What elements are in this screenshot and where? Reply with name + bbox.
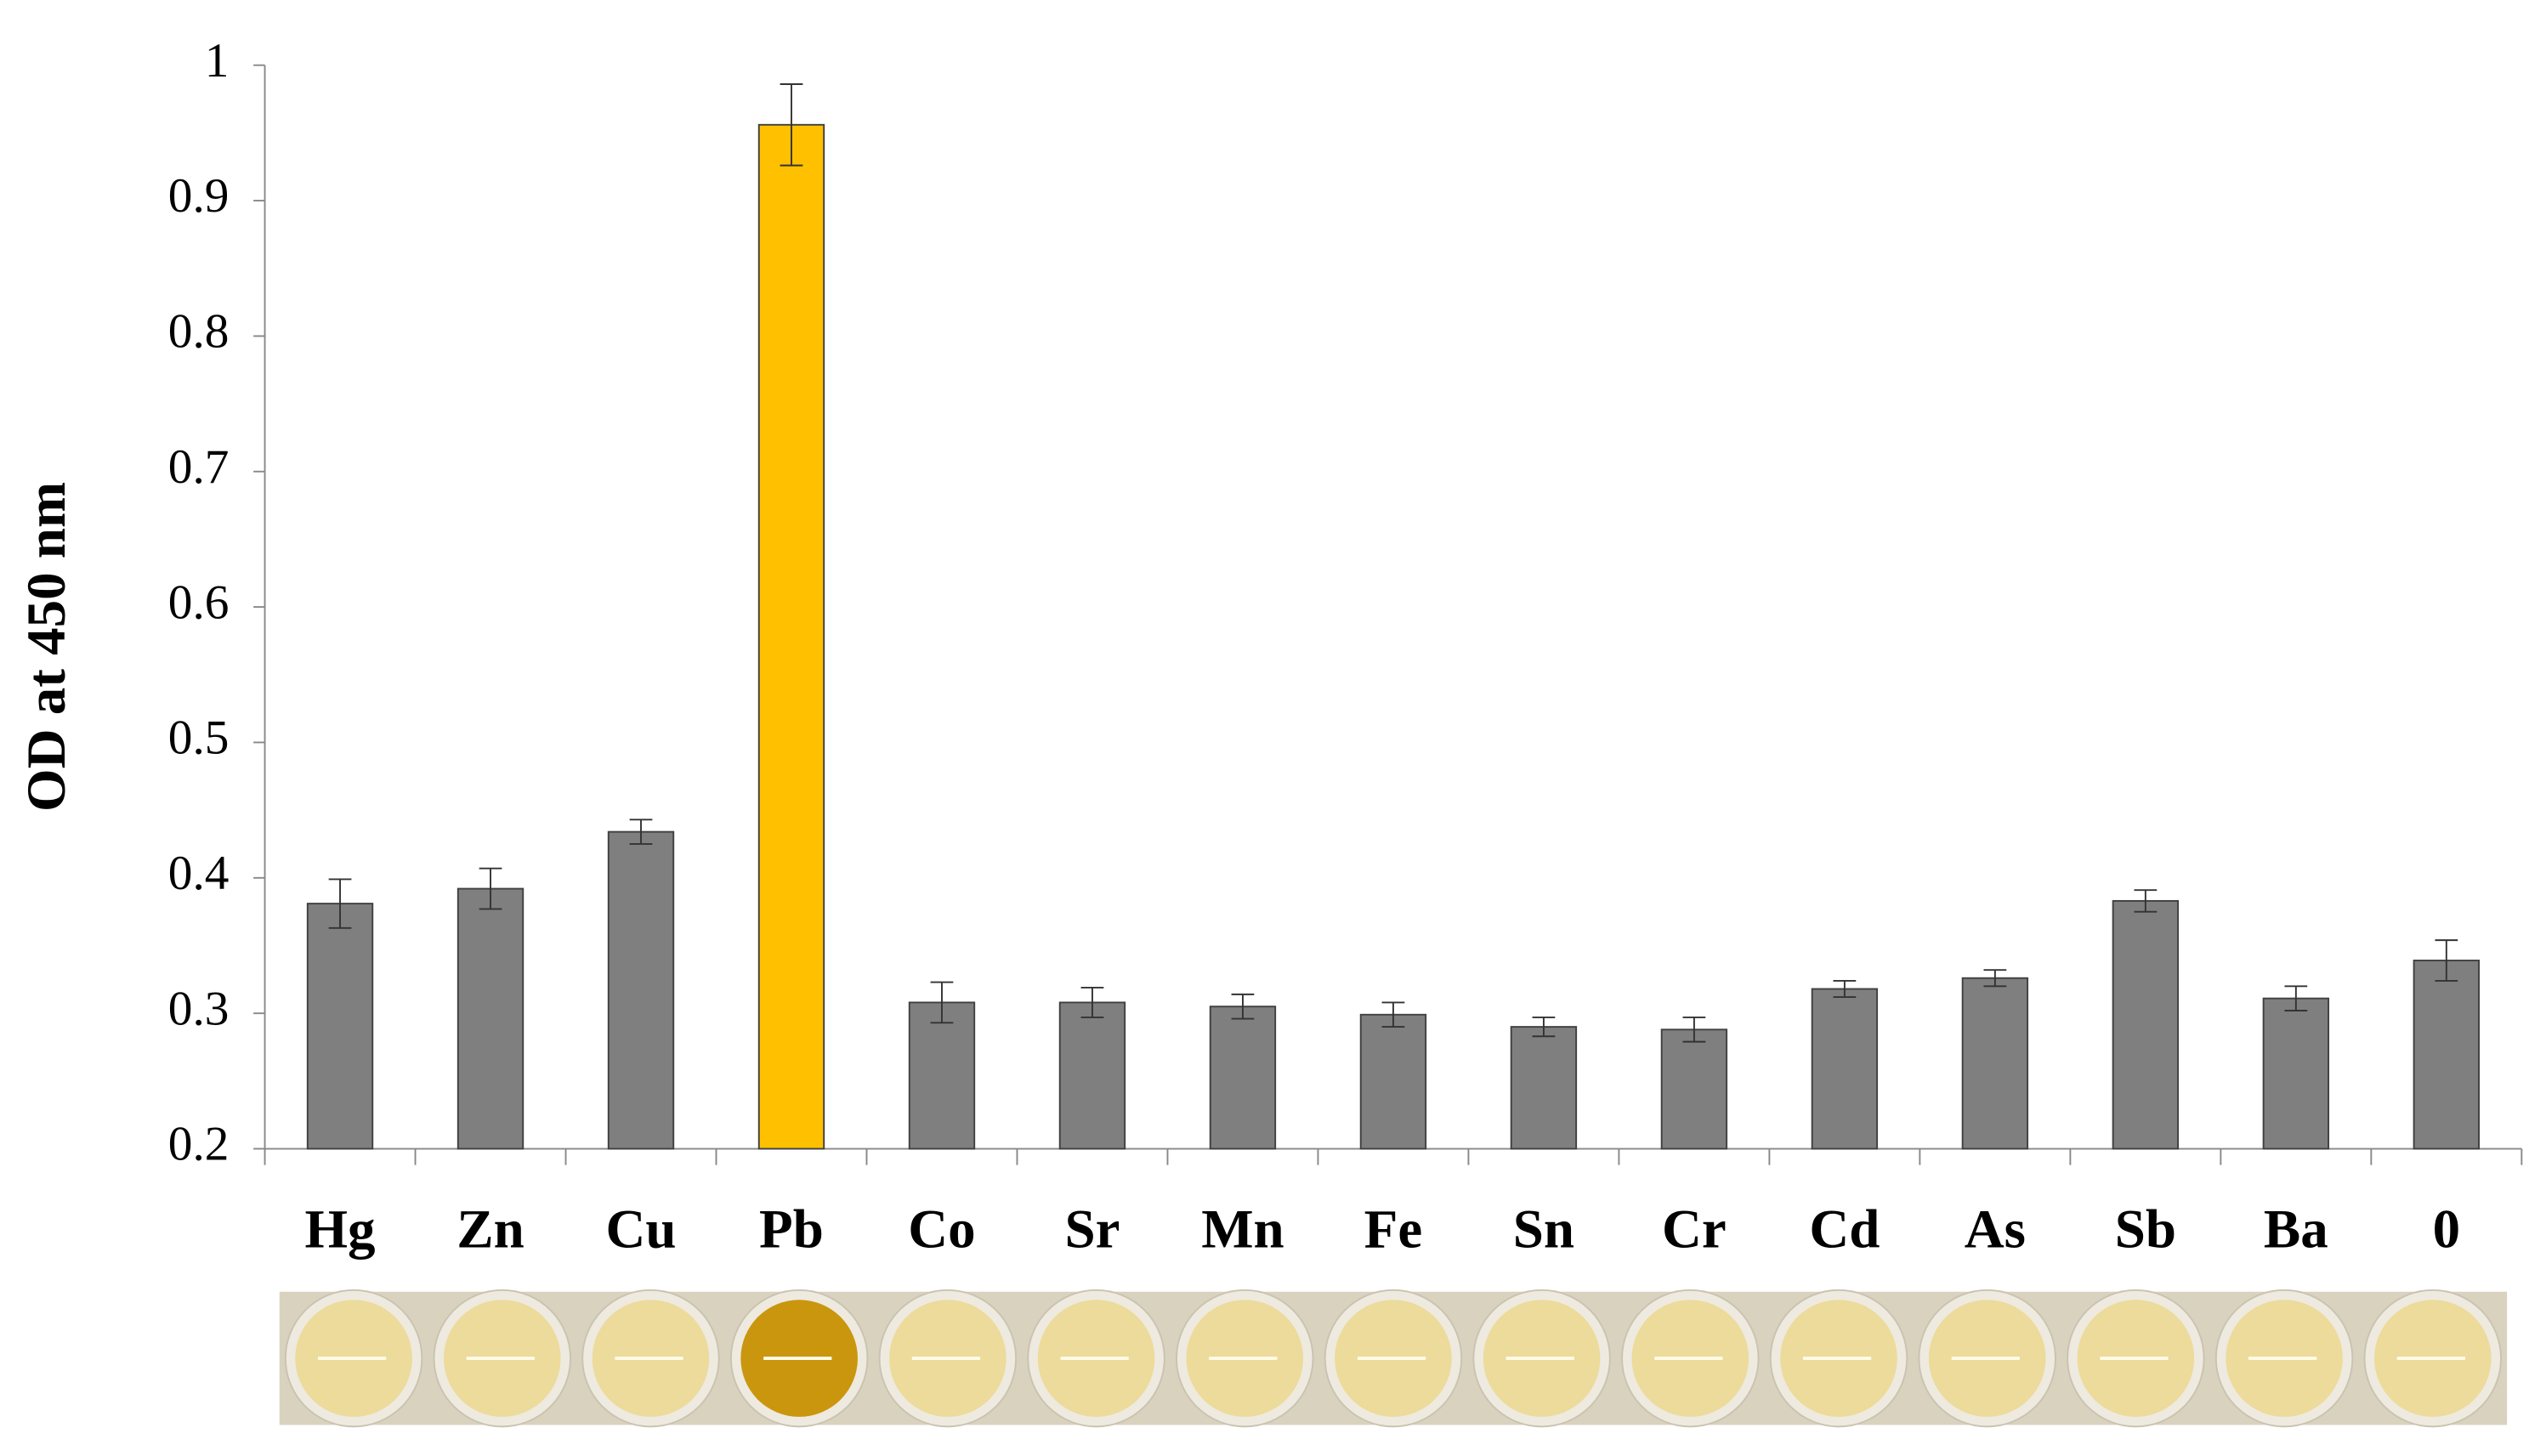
x-tick-label: Cd — [1809, 1199, 1880, 1261]
bar — [1660, 1028, 1728, 1150]
error-bar — [629, 819, 653, 845]
x-tick-label: Sb — [2115, 1199, 2176, 1261]
y-tick-label: 0.7 — [168, 440, 230, 494]
error-bar — [2435, 939, 2458, 982]
y-tick-label: 0.4 — [168, 847, 230, 900]
x-tick-label: Sn — [1513, 1199, 1574, 1261]
bar — [1961, 977, 2029, 1150]
y-tick-label: 0.5 — [168, 711, 230, 765]
x-tick-label: Fe — [1364, 1199, 1423, 1261]
error-bar — [2134, 889, 2158, 913]
bar — [1209, 1006, 1277, 1150]
x-tick-label: Mn — [1201, 1199, 1284, 1261]
error-bar — [1231, 993, 1255, 1020]
y-tick-label: 0.2 — [168, 1118, 230, 1171]
bar — [456, 887, 525, 1150]
bar — [2413, 960, 2481, 1150]
x-tick-label: Sr — [1064, 1199, 1120, 1261]
bar — [306, 903, 374, 1150]
bar — [607, 830, 675, 1150]
x-tick-label: As — [1965, 1199, 2026, 1261]
error-bar — [1532, 1016, 1556, 1038]
bar — [908, 1001, 976, 1150]
x-tick-label: 0 — [2433, 1199, 2460, 1261]
error-bar — [1983, 969, 2007, 988]
x-tick-label: Ba — [2264, 1199, 2328, 1261]
y-tick-label: 0.9 — [168, 169, 230, 223]
error-bar — [2284, 985, 2308, 1011]
error-bar — [930, 981, 954, 1024]
bar — [757, 123, 825, 1150]
bar — [1510, 1026, 1578, 1150]
error-bar — [1381, 1001, 1405, 1028]
x-tick-label: Pb — [759, 1199, 824, 1261]
y-axis-title: OD at 450 nm — [16, 482, 77, 812]
error-bar — [479, 867, 502, 910]
x-tick-label: Co — [908, 1199, 975, 1261]
bar — [1058, 1001, 1126, 1150]
bar — [1359, 1013, 1427, 1150]
bar — [2112, 899, 2180, 1150]
error-bar — [780, 83, 803, 167]
error-bar — [328, 878, 352, 929]
bar — [2262, 997, 2330, 1150]
y-tick-label: 0.6 — [168, 575, 230, 629]
x-tick-label: Cr — [1662, 1199, 1727, 1261]
error-bar — [1682, 1016, 1706, 1043]
bar — [1811, 988, 1879, 1150]
y-tick-label: 1 — [205, 34, 230, 88]
x-tick-label: Hg — [305, 1199, 376, 1261]
x-tick-label: Zn — [456, 1199, 524, 1261]
error-bar — [1080, 986, 1104, 1018]
x-tick-label: Cu — [605, 1199, 676, 1261]
error-bar — [1833, 979, 1857, 999]
y-tick-label: 0.3 — [168, 982, 230, 1035]
y-tick-label: 0.8 — [168, 305, 230, 359]
